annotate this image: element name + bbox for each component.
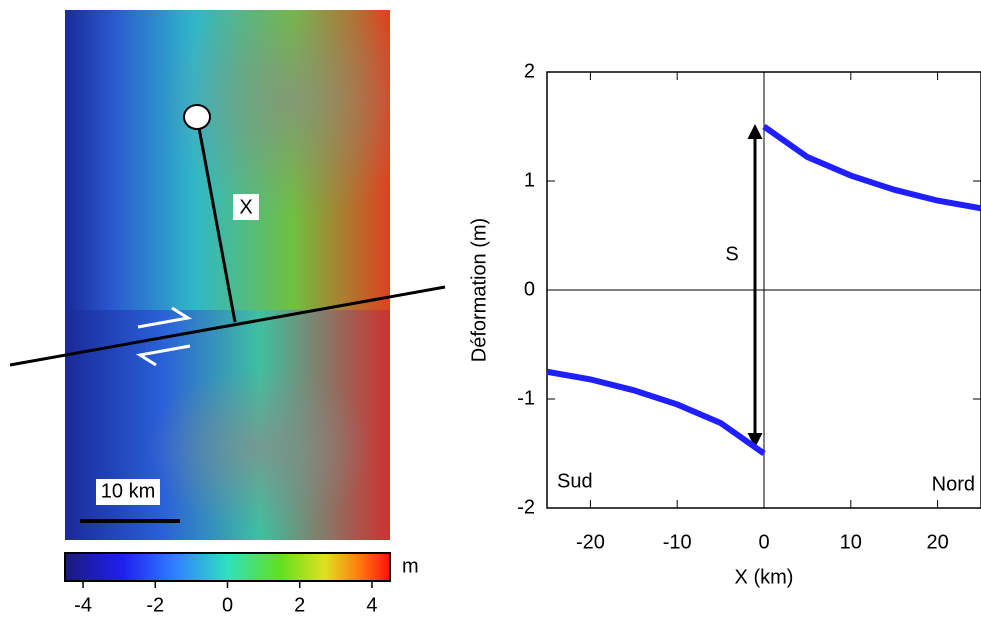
colorbar-tick-label: 2 <box>294 594 305 616</box>
profile-label: X <box>239 196 252 218</box>
data-line <box>546 368 766 456</box>
colorbar-tick-label: -4 <box>74 594 92 616</box>
y-tick-label: -1 <box>517 387 535 409</box>
y-tick-label: 0 <box>524 278 535 300</box>
annotation: S <box>725 243 738 265</box>
insar-map: X 10 km m <box>9 10 446 582</box>
colorbar <box>64 552 391 582</box>
y-tick-label: 1 <box>524 169 535 191</box>
map-noise <box>65 10 390 310</box>
y-tick-label: 2 <box>524 60 535 82</box>
map-noise <box>65 310 390 540</box>
x-tick-label: 10 <box>840 531 862 553</box>
annotation: Nord <box>932 473 975 495</box>
data-line <box>762 124 981 212</box>
slip-arrow <box>135 344 191 367</box>
slip-arrow <box>137 306 193 329</box>
colorbar-tick-label: 4 <box>366 594 377 616</box>
label-box <box>233 194 259 220</box>
x-tick-label: -20 <box>576 531 605 553</box>
scale-label: 10 km <box>101 480 155 502</box>
label-box <box>96 479 160 505</box>
profile-line <box>195 116 237 323</box>
colorbar-tick-label: -2 <box>146 594 164 616</box>
x-axis-label: X (km) <box>735 566 794 588</box>
x-tick-label: -10 <box>663 531 692 553</box>
y-axis-label: Déformation (m) <box>468 218 490 362</box>
x-tick-label: 0 <box>758 531 769 553</box>
colorbar-unit: m <box>402 555 419 577</box>
profile-origin <box>183 104 211 130</box>
y-tick-label: -2 <box>517 496 535 518</box>
annotation: Sud <box>557 470 593 492</box>
fault-line <box>9 285 446 367</box>
plot: S Sud Nord X (km) Déformation (m) <box>468 71 981 588</box>
colorbar-tick-label: 0 <box>222 594 233 616</box>
x-tick-label: 20 <box>926 531 948 553</box>
